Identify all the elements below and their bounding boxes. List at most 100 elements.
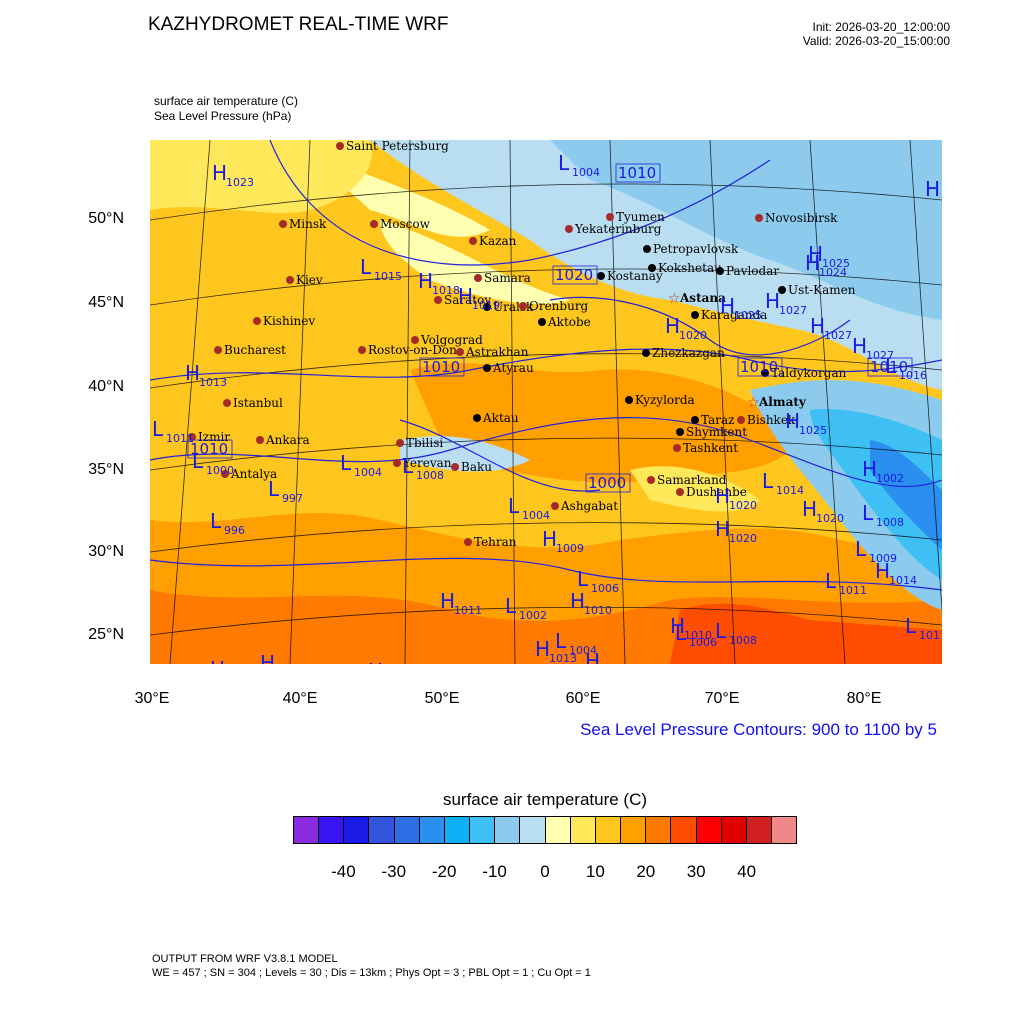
isobar-label: 1010: [867, 357, 913, 377]
city-label: Saratov: [444, 293, 491, 307]
city-marker: Bucharest: [214, 343, 286, 357]
city-label: Ankara: [265, 433, 310, 447]
city-marker: Astrakhan: [456, 345, 529, 359]
low-pressure-mark: L 1015: [360, 255, 402, 283]
colorbar-cell: [369, 817, 395, 843]
svg-text:L: L: [862, 501, 874, 525]
city-dot-icon: [473, 414, 481, 422]
city-marker: Taraz: [691, 413, 734, 427]
city-dot-icon: [336, 142, 344, 150]
city-dot-icon: [370, 220, 378, 228]
svg-text:H: H: [808, 242, 823, 266]
city-dot-icon: [673, 444, 681, 452]
svg-text:1004: 1004: [569, 644, 597, 657]
isobar-label: 1010: [187, 439, 233, 459]
svg-text:1019: 1019: [472, 299, 500, 312]
svg-text:H: H: [185, 361, 200, 385]
isobar-label: 1000: [585, 473, 631, 493]
city-label: Karaganda: [701, 308, 767, 322]
city-dot-icon: [411, 336, 419, 344]
city-marker: Karaganda: [691, 308, 767, 322]
colorbar-tick-label: -30: [381, 862, 407, 881]
svg-text:H: H: [440, 589, 455, 613]
svg-text:H: H: [665, 314, 680, 338]
city-dot-icon: [256, 436, 264, 444]
city-label: Tashkent: [683, 441, 738, 455]
svg-text:1020: 1020: [555, 266, 593, 284]
city-label: Dushanbe: [686, 485, 747, 499]
valid-time: Valid: 2026-03-20_15:00:00: [802, 34, 950, 48]
capital-star-icon: ☆: [747, 395, 760, 411]
city-marker: Kiev: [286, 273, 323, 287]
city-dot-icon: [755, 214, 763, 222]
svg-text:1010: 1010: [584, 604, 612, 617]
svg-text:1009: 1009: [869, 552, 897, 565]
lon-label: 60°E: [565, 690, 601, 707]
city-dot-icon: [737, 416, 745, 424]
city-label: Taldykorgan: [771, 366, 847, 380]
colorbar-cell: [419, 817, 445, 843]
low-pressure-mark: L 1004: [558, 151, 600, 179]
svg-text:H: H: [210, 657, 225, 664]
city-dot-icon: [648, 264, 656, 272]
lat-label: 35°N: [88, 461, 124, 478]
svg-text:1027: 1027: [779, 304, 807, 317]
svg-text:H: H: [875, 559, 890, 583]
svg-text:H: H: [535, 637, 550, 661]
svg-text:1008: 1008: [876, 516, 904, 529]
svg-text:1011: 1011: [454, 604, 482, 617]
low-pressure-mark: L 1000: [192, 449, 234, 477]
city-label: Pavlodar: [726, 264, 779, 278]
city-marker: ☆ Astana: [668, 291, 726, 307]
high-pressure-mark: H1012: [585, 649, 600, 664]
city-marker: Shymkent: [676, 425, 747, 439]
colorbar: [293, 816, 797, 844]
svg-text:L: L: [855, 537, 867, 561]
city-label: Astana: [679, 291, 726, 305]
city-label: Tbilisi: [406, 436, 443, 450]
city-dot-icon: [434, 296, 442, 304]
svg-text:H: H: [925, 177, 940, 201]
footer-model: OUTPUT FROM WRF V3.8.1 MODEL: [152, 953, 338, 965]
city-label: Kostanay: [607, 269, 663, 283]
svg-text:L: L: [152, 417, 164, 441]
low-pressure-mark: L 1008: [715, 619, 757, 647]
svg-text:1002: 1002: [519, 609, 547, 622]
city-label: Kiev: [296, 273, 323, 287]
svg-text:L: L: [825, 569, 837, 593]
city-marker: Bishkek: [737, 413, 796, 427]
svg-text:1002: 1002: [876, 472, 904, 485]
field-list: surface air temperature (C) Sea Level Pr…: [154, 94, 298, 124]
svg-text:1015: 1015: [374, 270, 402, 283]
city-marker: Rostov-on-Don: [358, 343, 457, 357]
svg-text:L: L: [360, 255, 372, 279]
city-dot-icon: [188, 433, 196, 441]
low-pressure-mark: L 1002: [505, 594, 547, 622]
colorbar-tick-label: 10: [585, 862, 605, 881]
city-label: Kazan: [479, 234, 517, 248]
city-marker: Minsk: [279, 217, 327, 231]
city-marker: Dushanbe: [676, 485, 747, 499]
colorbar-cell: [721, 817, 747, 843]
svg-text:996: 996: [224, 524, 245, 537]
field-temperature: surface air temperature (C): [154, 94, 299, 108]
svg-text:L: L: [885, 354, 897, 378]
city-label: Istanbul: [233, 396, 283, 410]
low-pressure-mark: L 1009: [855, 537, 897, 565]
city-marker: Yekaterinburg: [565, 222, 662, 236]
city-label: Taraz: [701, 413, 734, 427]
city-marker: Zhezkazgan: [642, 346, 725, 360]
colorbar-cell: [319, 817, 345, 843]
city-label: Aktobe: [547, 315, 591, 329]
city-marker: Kyzylorda: [625, 393, 695, 407]
lon-label: 40°E: [282, 690, 318, 707]
capital-star-icon: ☆: [668, 291, 681, 307]
svg-text:1020: 1020: [679, 329, 707, 342]
low-pressure-mark: L 1008: [862, 501, 904, 529]
